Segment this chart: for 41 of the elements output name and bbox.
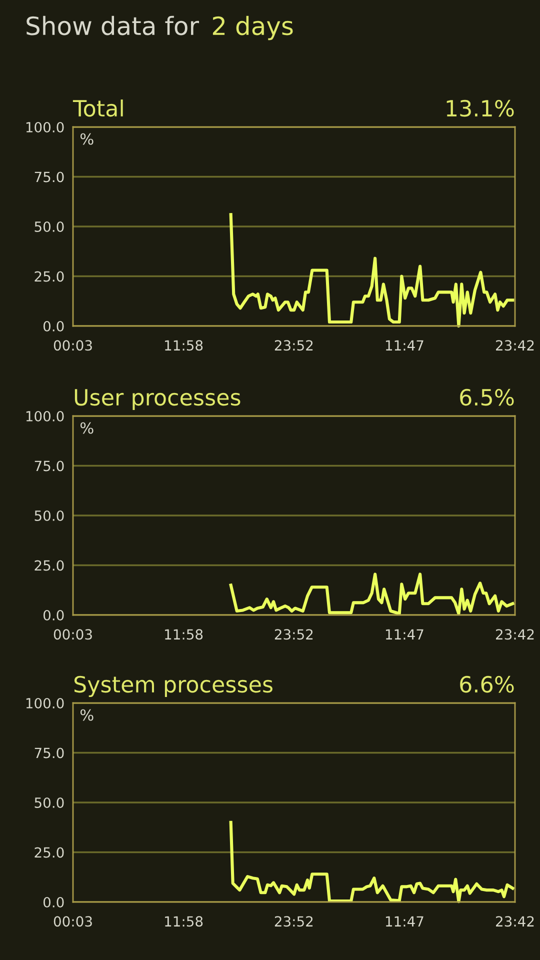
chart-subtitle: 6.5% bbox=[460, 388, 514, 406]
x-tick-label: 23:52 bbox=[274, 629, 313, 640]
y-tick-label: 0.0 bbox=[43, 320, 64, 332]
chart-title: System processes bbox=[74, 676, 272, 697]
x-tick-label: 11:58 bbox=[165, 629, 203, 640]
chart-title: User processes bbox=[74, 389, 240, 410]
y-tick-label: 50.0 bbox=[34, 797, 64, 808]
y-tick-label: 0.0 bbox=[43, 896, 64, 908]
y-tick-label: 100.0 bbox=[26, 698, 64, 708]
x-tick-label: 11:58 bbox=[165, 340, 203, 351]
x-tick-label: 11:47 bbox=[386, 340, 424, 350]
y-tick-label: 100.0 bbox=[26, 122, 64, 132]
x-tick-label: 00:03 bbox=[54, 340, 92, 351]
y-axis-title: % bbox=[80, 422, 94, 434]
x-tick-label: 23:42 bbox=[496, 916, 534, 927]
y-tick-label: 0.0 bbox=[43, 610, 64, 620]
x-tick-label: 11:58 bbox=[165, 916, 203, 927]
y-tick-label: 50.0 bbox=[34, 221, 64, 232]
chart-title: Total bbox=[72, 99, 123, 117]
y-tick-label: 75.0 bbox=[34, 748, 64, 758]
y-tick-label: 75.0 bbox=[34, 172, 64, 182]
y-tick-label: 75.0 bbox=[34, 460, 64, 472]
chart-subtitle: 6.6% bbox=[460, 676, 514, 693]
x-tick-label: 00:03 bbox=[54, 916, 92, 927]
x-tick-label: 00:03 bbox=[54, 629, 92, 640]
text: Show data for bbox=[26, 16, 200, 36]
y-tick-label: 25.0 bbox=[34, 560, 64, 571]
x-tick-label: 23:42 bbox=[496, 629, 534, 640]
x-tick-label: 11:47 bbox=[386, 629, 424, 640]
y-tick-label: 25.0 bbox=[34, 847, 64, 858]
y-axis-title: % bbox=[80, 709, 94, 721]
chart-subtitle: 13.1% bbox=[446, 100, 514, 117]
x-tick-label: 23:52 bbox=[274, 916, 313, 927]
y-tick-label: 25.0 bbox=[34, 271, 64, 282]
x-tick-label: 23:52 bbox=[274, 340, 313, 351]
x-tick-label: 23:42 bbox=[496, 340, 534, 351]
y-tick-label: 50.0 bbox=[34, 510, 64, 521]
text: 2 days bbox=[212, 16, 293, 40]
y-axis-title: % bbox=[80, 133, 94, 145]
x-tick-label: 11:47 bbox=[386, 916, 424, 926]
y-tick-label: 100.0 bbox=[26, 410, 64, 422]
